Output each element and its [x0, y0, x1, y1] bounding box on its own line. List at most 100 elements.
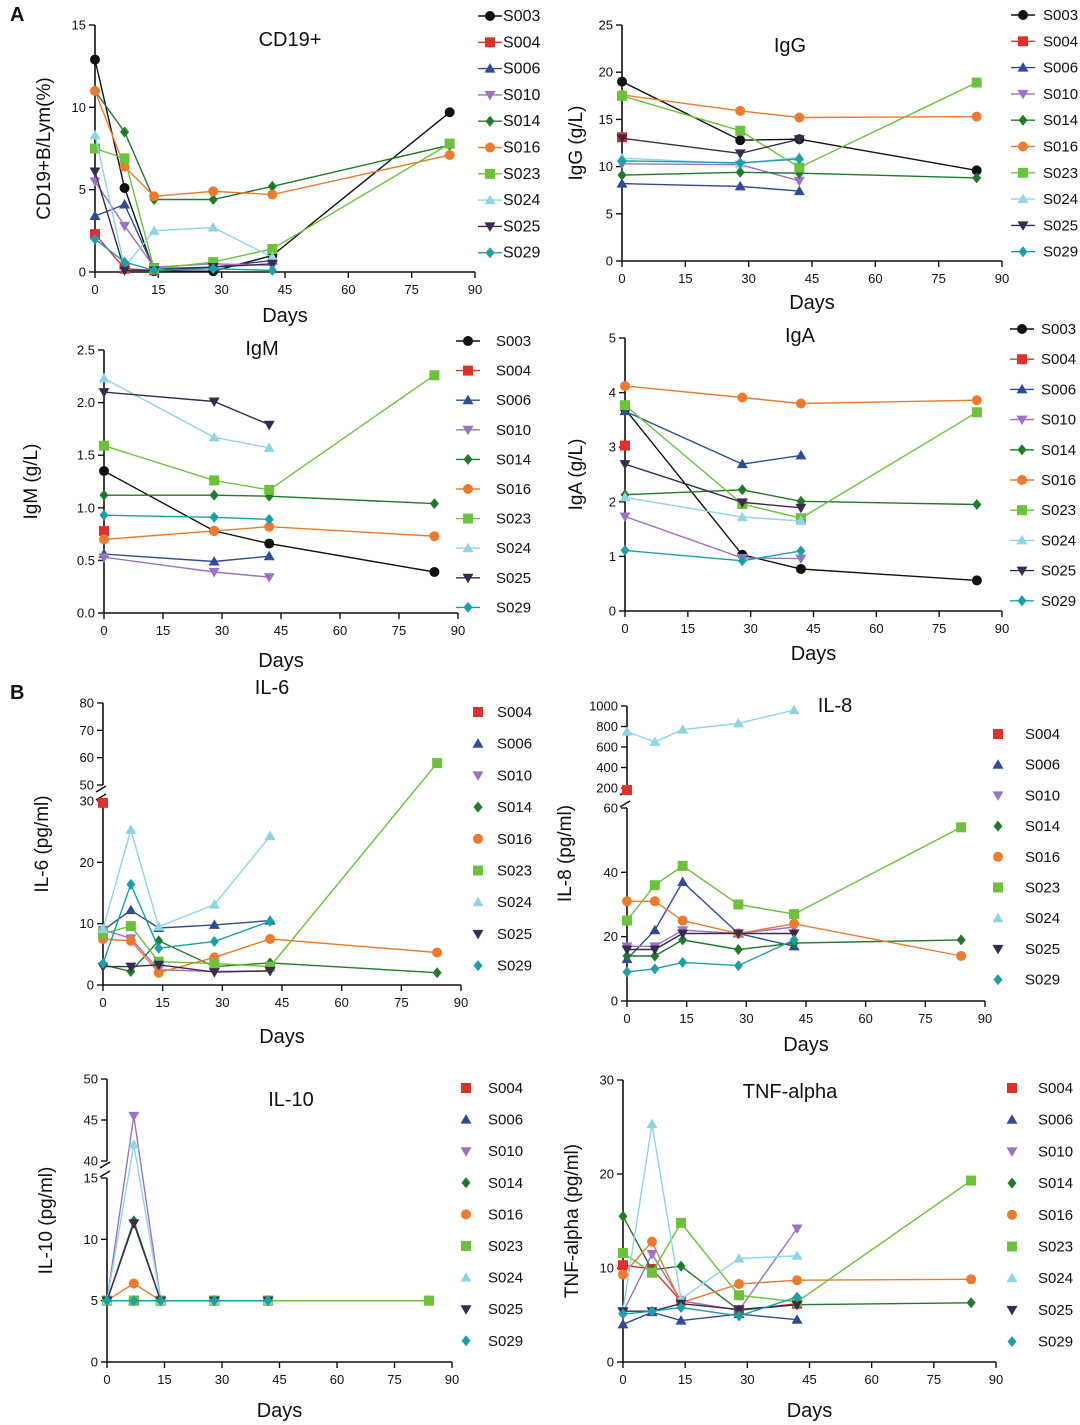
legend-marker — [993, 974, 1003, 986]
y-tick-label: 10 — [80, 916, 94, 931]
data-point — [795, 449, 807, 460]
data-point — [618, 1260, 628, 1271]
data-point — [675, 1315, 687, 1325]
legend-label: S016 — [1038, 1207, 1073, 1224]
x-tick-label: 75 — [387, 1372, 401, 1387]
legend-entry: S025 — [456, 570, 531, 587]
legend-entry: S024 — [992, 910, 1060, 927]
axis-break-mark — [99, 1170, 111, 1178]
data-point — [148, 225, 160, 235]
y-axis-label: TNF-alpha (pg/ml) — [562, 1144, 583, 1298]
legend-marker — [1018, 246, 1028, 258]
series-s014 — [102, 1215, 434, 1307]
y-tick-label: 800 — [596, 719, 618, 734]
series-line — [627, 939, 962, 957]
data-point — [621, 945, 633, 956]
data-point — [125, 824, 137, 834]
series-s025 — [616, 134, 805, 159]
data-point — [128, 1139, 140, 1149]
data-point — [207, 222, 219, 232]
y-axis-label: IL-6 (pg/ml) — [32, 795, 53, 892]
y-tick-label: 2.0 — [77, 395, 95, 410]
legend-entry: S014 — [1007, 1175, 1073, 1192]
legend-marker — [1007, 1209, 1017, 1220]
legend-marker — [484, 90, 496, 101]
legend-label: S024 — [496, 540, 531, 557]
x-tick-label: 15 — [151, 282, 165, 297]
legend-entry: S004 — [461, 1080, 523, 1097]
series-s003 — [617, 76, 982, 176]
legend-label: S006 — [1041, 381, 1076, 398]
legend-label: S010 — [1025, 787, 1060, 804]
data-point — [98, 553, 110, 563]
x-axis-label: Days — [258, 650, 304, 672]
x-axis-label: Days — [262, 305, 308, 327]
legend-entry: S004 — [1010, 351, 1076, 368]
legend-entry: S014 — [1011, 112, 1078, 129]
chart-title: CD19+ — [259, 29, 322, 51]
legend-marker — [484, 194, 496, 205]
legend-entry: S010 — [456, 422, 531, 439]
data-point — [622, 950, 632, 962]
legend-marker — [1017, 221, 1029, 231]
y-tick-label: 20 — [600, 1167, 614, 1182]
data-point — [649, 896, 660, 907]
series-s023 — [617, 77, 982, 173]
series-s029 — [98, 878, 275, 970]
y-tick-label: 50 — [84, 1072, 98, 1087]
series-line — [621, 81, 978, 169]
legend-entry: S023 — [1010, 502, 1076, 519]
y-tick-label: 0 — [79, 265, 86, 280]
legend-marker — [485, 142, 495, 153]
x-tick-label: 45 — [799, 1011, 813, 1026]
legend-label: S025 — [1041, 563, 1076, 580]
legend-entry: S003 — [1011, 7, 1078, 24]
data-point — [650, 963, 660, 975]
legend-label: S029 — [488, 1333, 523, 1350]
legend-marker — [473, 833, 483, 844]
legend-label: S006 — [488, 1112, 523, 1129]
data-point — [149, 191, 160, 202]
data-point — [208, 919, 220, 929]
y-tick-label: 10 — [84, 1232, 98, 1247]
data-point — [267, 189, 278, 200]
data-point — [618, 1247, 628, 1258]
legend-label: S025 — [497, 926, 532, 943]
data-point — [90, 85, 100, 96]
legend-entry: S016 — [473, 831, 532, 848]
y-tick-label: 70 — [80, 723, 94, 738]
series-s004 — [99, 525, 109, 536]
data-point — [678, 934, 688, 946]
series-s016 — [99, 521, 440, 545]
series-s024 — [621, 704, 800, 746]
legend-marker — [1018, 167, 1028, 178]
legend-entry: S023 — [1007, 1239, 1073, 1256]
data-point — [789, 918, 800, 929]
series-line — [106, 1221, 268, 1302]
data-point — [734, 1278, 745, 1289]
legend-label: S016 — [1041, 472, 1076, 489]
data-point — [263, 573, 275, 583]
legend-entry: S016 — [478, 140, 540, 157]
legend-marker — [472, 929, 484, 940]
x-tick-label: 90 — [995, 271, 1009, 286]
data-point — [208, 968, 220, 978]
data-point — [149, 264, 159, 276]
legend-label: S025 — [503, 218, 540, 235]
data-point — [120, 126, 130, 138]
y-tick-label: 40 — [84, 1154, 98, 1169]
data-point — [432, 758, 443, 769]
legend-marker — [462, 425, 474, 436]
x-axis-label: Days — [257, 1400, 303, 1422]
y-tick-label: 2.5 — [77, 343, 95, 358]
series-s029 — [620, 544, 806, 567]
legend-marker — [1007, 1083, 1017, 1093]
series-line — [621, 171, 977, 179]
y-tick-label: 1 — [609, 549, 616, 564]
data-point — [737, 555, 747, 567]
y-tick-label: 50 — [80, 778, 94, 793]
legend-marker — [462, 542, 474, 553]
data-point — [265, 961, 276, 972]
data-point — [650, 950, 660, 962]
series-s010 — [101, 1111, 274, 1307]
